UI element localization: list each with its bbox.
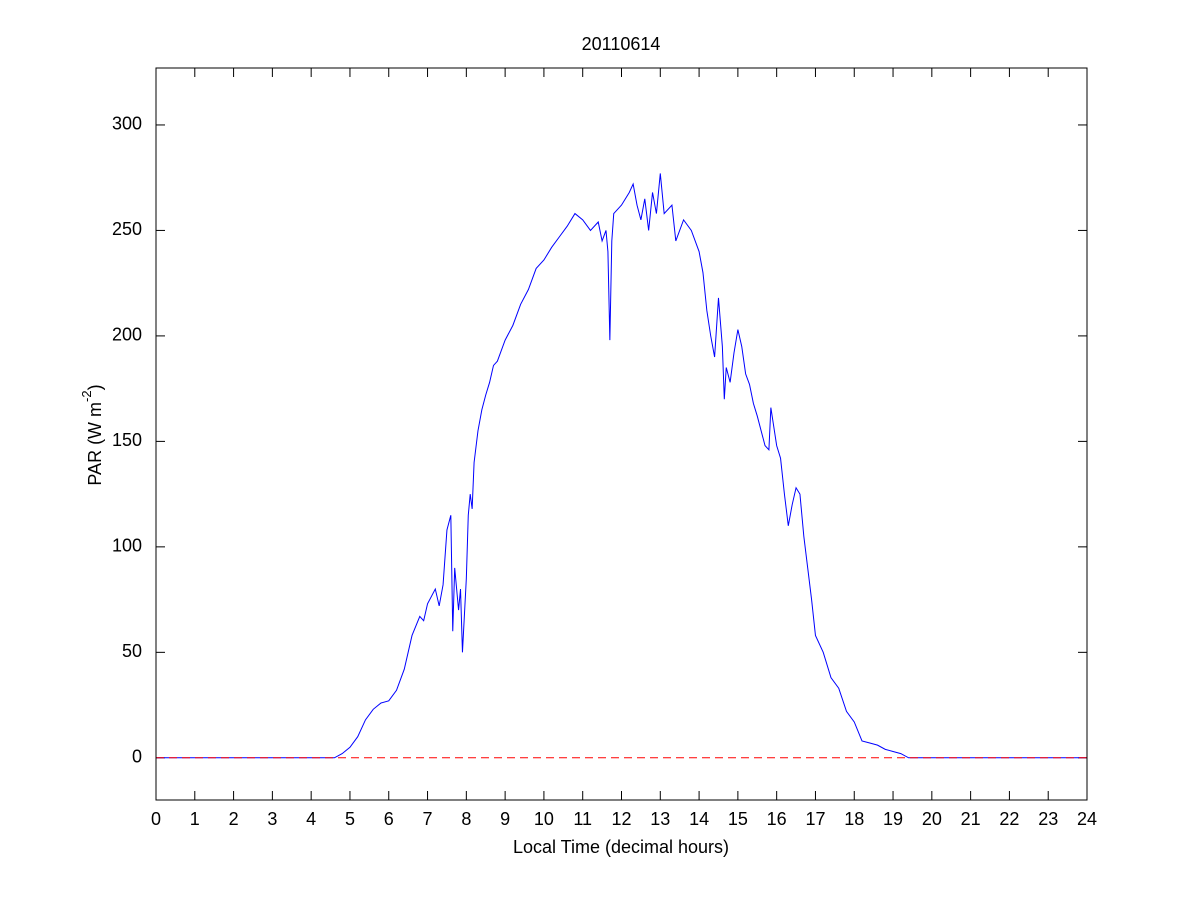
chart-title: 20110614 xyxy=(582,34,661,54)
y-tick-label: 150 xyxy=(112,430,142,450)
y-axis-label: PAR (W m-2) xyxy=(79,384,104,485)
y-axis-label-sup: -2 xyxy=(79,390,94,402)
x-tick-label: 13 xyxy=(650,809,670,829)
x-tick-label: 0 xyxy=(151,809,161,829)
x-tick-label: 15 xyxy=(728,809,748,829)
y-tick-label: 250 xyxy=(112,219,142,239)
x-tick-label: 19 xyxy=(883,809,903,829)
y-axis-label-suffix: ) xyxy=(85,384,105,390)
x-tick-label: 9 xyxy=(500,809,510,829)
x-tick-label: 10 xyxy=(534,809,554,829)
y-tick-label: 100 xyxy=(112,536,142,556)
x-tick-label: 8 xyxy=(461,809,471,829)
x-tick-label: 11 xyxy=(573,809,592,829)
y-tick-label: 200 xyxy=(112,325,142,345)
x-tick-label: 6 xyxy=(384,809,394,829)
x-tick-label: 21 xyxy=(961,809,981,829)
x-tick-label: 3 xyxy=(267,809,277,829)
x-tick-label: 7 xyxy=(423,809,433,829)
data-line xyxy=(156,173,1087,759)
x-tick-label: 5 xyxy=(345,809,355,829)
plot-frame xyxy=(155,67,1088,801)
x-tick-label: 14 xyxy=(689,809,709,829)
x-tick-label: 22 xyxy=(999,809,1019,829)
x-tick-label: 24 xyxy=(1077,809,1097,829)
x-tick-label: 1 xyxy=(190,809,200,829)
x-tick-label: 12 xyxy=(611,809,631,829)
y-tick-label: 300 xyxy=(112,114,142,134)
y-tick-label: 50 xyxy=(122,641,142,661)
y-tick-label: 0 xyxy=(132,747,142,767)
x-tick-label: 23 xyxy=(1038,809,1058,829)
x-tick-label: 16 xyxy=(767,809,787,829)
x-axis-label: Local Time (decimal hours) xyxy=(513,837,729,857)
x-tick-label: 4 xyxy=(306,809,316,829)
y-axis-label-text: PAR (W m xyxy=(85,402,105,486)
x-tick-label: 17 xyxy=(805,809,825,829)
x-tick-label: 20 xyxy=(922,809,942,829)
x-tick-label: 18 xyxy=(844,809,864,829)
x-tick-label: 2 xyxy=(229,809,239,829)
